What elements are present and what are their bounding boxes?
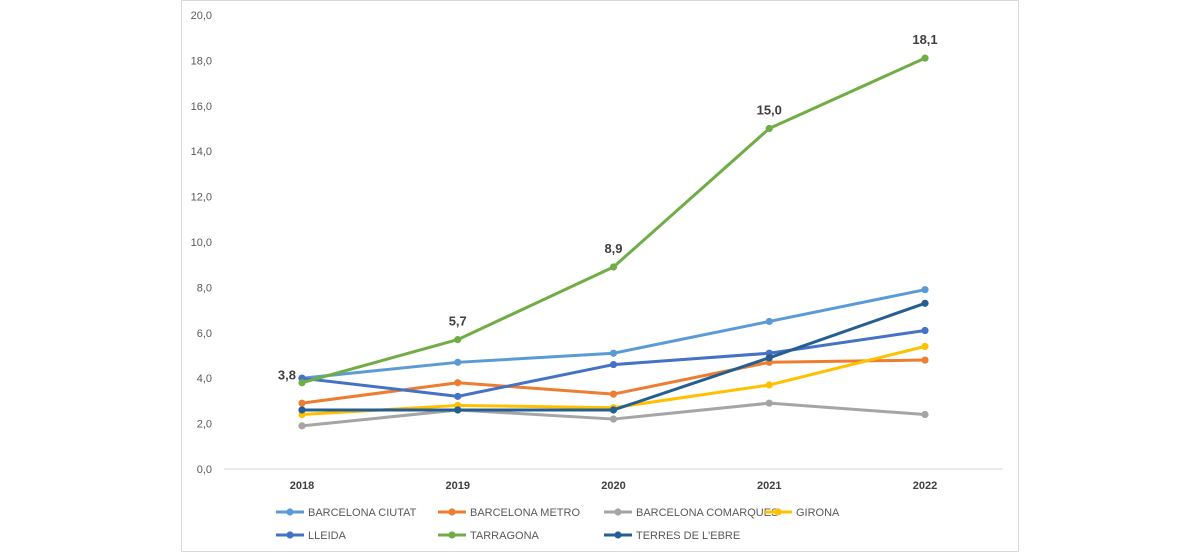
legend-swatch-marker bbox=[614, 508, 622, 516]
series-line bbox=[300, 56, 927, 385]
y-tick-label: 4,0 bbox=[197, 373, 212, 385]
y-tick-label: 6,0 bbox=[197, 328, 212, 340]
series-barcelona-comarques bbox=[298, 399, 929, 430]
y-tick-label: 20,0 bbox=[191, 10, 212, 22]
data-point bbox=[765, 354, 773, 362]
y-tick-label: 12,0 bbox=[191, 192, 212, 204]
data-point bbox=[454, 358, 462, 366]
x-tick-label: 2022 bbox=[913, 480, 937, 492]
legend-item-barcelona-comarques: BARCELONA COMARQUES bbox=[604, 507, 778, 519]
series-tarragona bbox=[298, 54, 929, 387]
data-point bbox=[298, 379, 306, 387]
y-tick-label: 18,0 bbox=[191, 55, 212, 67]
legend-item-lleida: LLEIDA bbox=[276, 530, 347, 542]
legend-label: TERRES DE L'EBRE bbox=[636, 530, 740, 542]
series-lleida bbox=[298, 326, 929, 400]
data-point bbox=[298, 422, 306, 430]
legend-swatch-marker bbox=[448, 508, 456, 516]
data-point bbox=[454, 379, 462, 387]
legend-swatch-marker bbox=[286, 508, 294, 516]
legend-item-tarragona: TARRAGONA bbox=[438, 530, 540, 542]
legend-label: LLEIDA bbox=[308, 530, 347, 542]
y-tick-label: 10,0 bbox=[191, 237, 212, 249]
x-tick-label: 2018 bbox=[290, 480, 314, 492]
data-point bbox=[765, 399, 773, 407]
y-tick-label: 8,0 bbox=[197, 282, 212, 294]
legend-swatch-marker bbox=[448, 531, 456, 539]
data-point bbox=[609, 415, 618, 423]
legend-swatch-marker bbox=[774, 508, 782, 516]
legend-swatch-marker bbox=[614, 531, 622, 539]
data-label: 15,0 bbox=[757, 103, 782, 118]
data-point bbox=[921, 286, 929, 294]
legend-label: BARCELONA CIUTAT bbox=[308, 507, 417, 519]
legend-swatch-marker bbox=[286, 531, 294, 539]
data-point bbox=[298, 399, 306, 407]
legend-item-girona: GIRONA bbox=[764, 507, 840, 519]
legend-label: BARCELONA COMARQUES bbox=[636, 507, 778, 519]
data-point bbox=[765, 381, 773, 389]
chart-frame bbox=[181, 0, 1019, 552]
y-tick-label: 14,0 bbox=[191, 146, 212, 158]
series-barcelona-ciutat bbox=[298, 286, 929, 382]
data-point bbox=[454, 392, 462, 400]
legend-label: TARRAGONA bbox=[470, 530, 540, 542]
data-point bbox=[609, 360, 618, 369]
x-tick-label: 2019 bbox=[446, 480, 470, 492]
x-tick-label: 2020 bbox=[601, 480, 625, 492]
data-point bbox=[298, 406, 306, 414]
data-label: 18,1 bbox=[912, 32, 937, 47]
data-point bbox=[609, 349, 618, 357]
x-tick-label: 2021 bbox=[757, 480, 781, 492]
data-point bbox=[454, 406, 462, 414]
data-point bbox=[921, 356, 929, 364]
data-point bbox=[921, 299, 929, 307]
data-point bbox=[765, 124, 773, 133]
data-label: 3,8 bbox=[278, 368, 296, 383]
y-tick-label: 2,0 bbox=[197, 419, 212, 431]
y-tick-label: 16,0 bbox=[191, 101, 212, 113]
data-point bbox=[609, 263, 618, 271]
legend-item-terres-de-l-ebre: TERRES DE L'EBRE bbox=[604, 530, 740, 542]
data-point bbox=[454, 336, 462, 344]
legend-item-barcelona-ciutat: BARCELONA CIUTAT bbox=[276, 507, 417, 519]
data-label: 5,7 bbox=[449, 314, 467, 329]
data-point bbox=[921, 326, 929, 335]
data-point bbox=[609, 406, 618, 414]
data-point bbox=[765, 317, 773, 326]
data-point bbox=[921, 410, 929, 419]
legend-item-barcelona-metro: BARCELONA METRO bbox=[438, 507, 580, 519]
data-label: 8,9 bbox=[604, 241, 622, 256]
data-point bbox=[609, 390, 618, 398]
series-terres-de-l-ebre bbox=[298, 299, 929, 414]
y-tick-label: 0,0 bbox=[197, 464, 212, 476]
legend-label: GIRONA bbox=[796, 507, 840, 519]
data-point bbox=[921, 54, 929, 62]
data-point bbox=[921, 342, 929, 351]
legend-label: BARCELONA METRO bbox=[470, 507, 580, 519]
